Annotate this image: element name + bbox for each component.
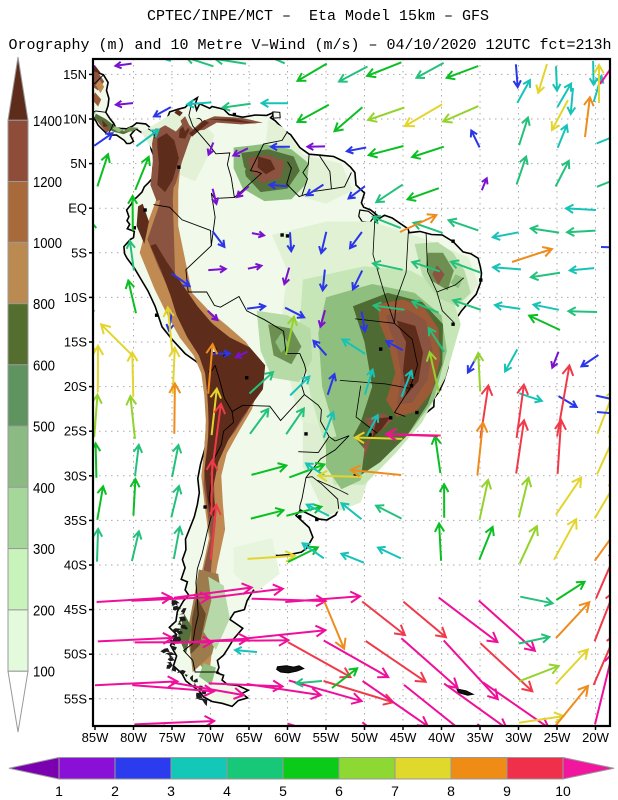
- svg-text:6: 6: [335, 783, 343, 799]
- svg-text:50W: 50W: [351, 730, 378, 745]
- svg-text:10: 10: [555, 783, 571, 799]
- svg-text:800: 800: [33, 297, 55, 313]
- svg-text:40S: 40S: [64, 558, 87, 573]
- svg-text:1000: 1000: [33, 236, 62, 252]
- svg-text:55W: 55W: [313, 730, 340, 745]
- svg-text:30S: 30S: [64, 468, 87, 483]
- svg-text:300: 300: [33, 542, 55, 558]
- svg-text:75W: 75W: [159, 730, 186, 745]
- svg-text:3: 3: [167, 783, 175, 799]
- svg-text:400: 400: [33, 481, 55, 497]
- svg-text:15N: 15N: [63, 67, 87, 82]
- svg-text:70W: 70W: [197, 730, 224, 745]
- svg-text:10S: 10S: [64, 290, 87, 305]
- svg-text:Orography (m) and 10 Metre V–W: Orography (m) and 10 Metre V–Wind (m/s) …: [8, 37, 611, 54]
- svg-text:25S: 25S: [64, 424, 87, 439]
- svg-text:15S: 15S: [64, 335, 87, 350]
- svg-text:85W: 85W: [82, 730, 109, 745]
- svg-text:35S: 35S: [64, 513, 87, 528]
- svg-text:45S: 45S: [64, 602, 87, 617]
- svg-text:500: 500: [33, 420, 55, 436]
- svg-text:8: 8: [447, 783, 455, 799]
- svg-text:4: 4: [223, 783, 231, 799]
- svg-text:1200: 1200: [33, 175, 62, 191]
- svg-text:35W: 35W: [467, 730, 494, 745]
- svg-text:200: 200: [33, 603, 55, 619]
- svg-text:100: 100: [33, 665, 55, 681]
- svg-text:20S: 20S: [64, 379, 87, 394]
- svg-text:7: 7: [391, 783, 399, 799]
- svg-text:5N: 5N: [70, 156, 87, 171]
- svg-text:1400: 1400: [33, 114, 62, 130]
- svg-text:10N: 10N: [63, 112, 87, 127]
- svg-text:600: 600: [33, 358, 55, 374]
- svg-text:20W: 20W: [582, 730, 609, 745]
- svg-text:80W: 80W: [120, 730, 147, 745]
- svg-text:9: 9: [503, 783, 511, 799]
- svg-text:30W: 30W: [505, 730, 532, 745]
- svg-text:60W: 60W: [274, 730, 301, 745]
- svg-text:EQ: EQ: [68, 201, 87, 216]
- svg-text:5S: 5S: [71, 245, 87, 260]
- svg-text:40W: 40W: [428, 730, 455, 745]
- svg-text:55S: 55S: [64, 691, 87, 706]
- svg-text:45W: 45W: [390, 730, 417, 745]
- svg-text:5: 5: [279, 783, 287, 799]
- svg-text:65W: 65W: [236, 730, 263, 745]
- svg-text:2: 2: [111, 783, 119, 799]
- svg-text:25W: 25W: [544, 730, 571, 745]
- svg-text:1: 1: [55, 783, 63, 799]
- svg-text:50S: 50S: [64, 647, 87, 662]
- svg-text:CPTEC/INPE/MCT – Eta Model 15: CPTEC/INPE/MCT – Eta Model 15km – GFS: [147, 8, 489, 25]
